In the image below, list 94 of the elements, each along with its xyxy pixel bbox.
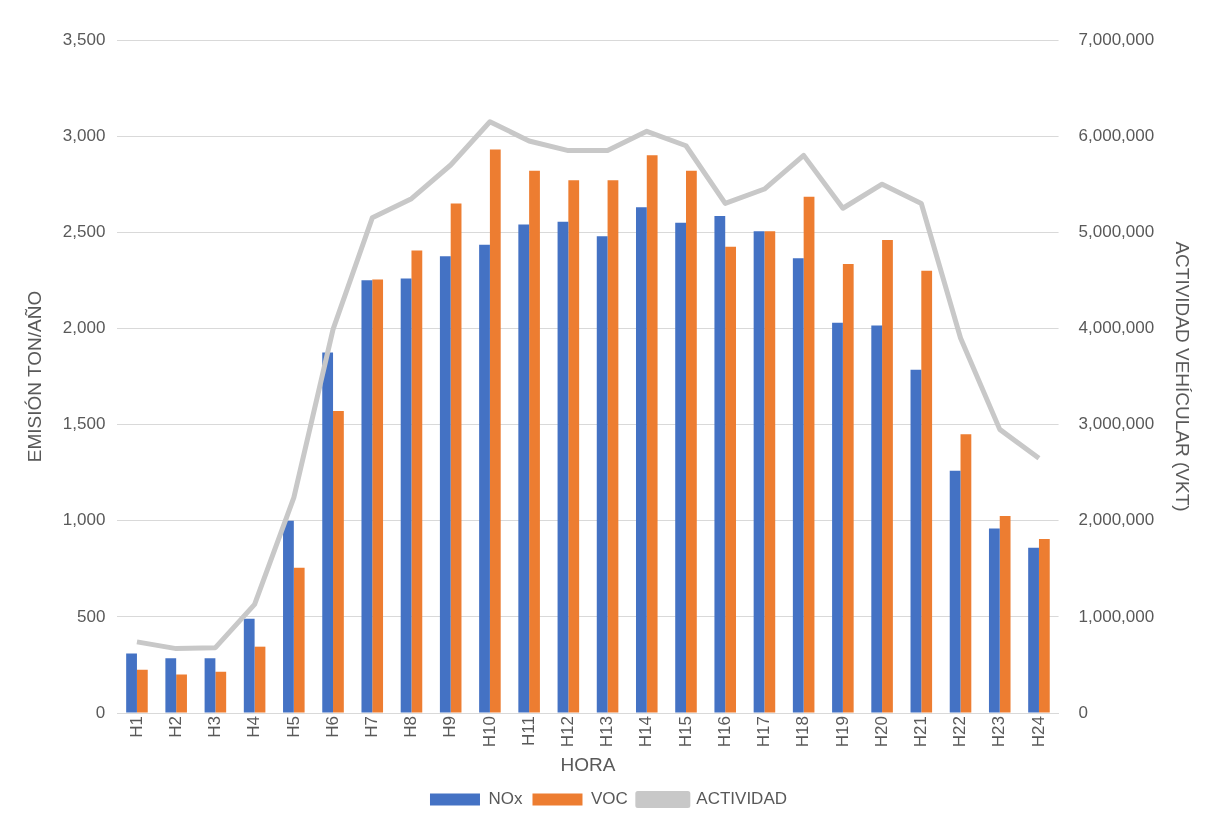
bar: [764, 231, 776, 713]
bar: [243, 618, 255, 713]
bar: [333, 411, 344, 713]
bar: [636, 207, 647, 713]
bar: [842, 264, 854, 713]
x-tick-label: H8: [401, 716, 421, 738]
x-tick-label: H21: [911, 716, 930, 748]
x-tick-label: H4: [244, 716, 264, 738]
bar: [176, 674, 187, 713]
bar: [439, 256, 451, 713]
x-tick-label: H2: [165, 716, 185, 738]
y-axis-title: EMISIÓN TON/AÑO: [23, 290, 45, 463]
bar: [832, 322, 843, 713]
bar: [910, 369, 922, 713]
x-tick-label: H7: [361, 716, 381, 738]
x-tick-label: H10: [479, 716, 499, 748]
bar: [960, 434, 972, 713]
bar: [607, 180, 619, 713]
x-tick-label: H6: [322, 716, 342, 738]
x-tick-label: H23: [989, 716, 1009, 748]
bar: [753, 231, 765, 713]
x-tick-label: H9: [440, 716, 460, 738]
y-tick-label: 500: [76, 606, 106, 626]
bar: [988, 528, 1000, 713]
y2-tick-label: 4,000,000: [1078, 318, 1155, 338]
bar: [725, 246, 736, 713]
x-tick-label: H22: [950, 716, 970, 748]
bar: [372, 279, 384, 713]
x-tick-label: H19: [832, 716, 852, 748]
x-tick-label: H5: [283, 716, 303, 738]
x-tick-label: H17: [754, 716, 774, 748]
bar: [1028, 547, 1039, 713]
bar: [165, 658, 177, 713]
bar: [136, 669, 148, 713]
bar: [283, 520, 294, 713]
bar: [254, 646, 266, 713]
y2-axis-title: ACTIVIDAD VEHÍCULAR (VKT): [1172, 241, 1194, 512]
bar: [450, 203, 462, 713]
bar: [529, 170, 540, 713]
bar: [675, 222, 686, 713]
bar: [518, 224, 530, 713]
bar: [215, 671, 227, 713]
bar: [126, 653, 137, 713]
bar: [803, 196, 815, 713]
legend-label: VOC: [590, 789, 628, 809]
bar: [361, 280, 373, 713]
y2-tick-label: 2,000,000: [1078, 510, 1155, 530]
bar: [714, 215, 726, 713]
x-tick-label: H18: [793, 716, 813, 748]
y2-tick-label: 1,000,000: [1078, 606, 1155, 626]
bar: [400, 278, 412, 713]
x-tick-label: H16: [714, 716, 734, 748]
y-tick-label: 1,500: [62, 414, 106, 434]
legend-label: ACTIVIDAD: [696, 789, 788, 809]
bar: [489, 149, 501, 713]
y-tick-label: 0: [95, 702, 106, 722]
y2-tick-label: 0: [1078, 702, 1089, 722]
x-tick-label: H11: [518, 716, 538, 746]
y2-tick-label: 7,000,000: [1078, 29, 1155, 49]
bar: [568, 180, 580, 713]
x-tick-label: H14: [636, 716, 656, 748]
bar: [204, 658, 216, 713]
x-tick-label: H24: [1028, 716, 1048, 748]
y2-tick-label: 3,000,000: [1078, 414, 1155, 434]
y-tick-label: 1,000: [62, 510, 106, 530]
bar: [411, 250, 423, 713]
bar: [871, 325, 883, 713]
y-tick-label: 2,500: [62, 221, 106, 241]
bar: [479, 244, 490, 713]
x-tick-label: H20: [871, 716, 891, 748]
bar: [557, 221, 569, 713]
x-tick-label: H3: [205, 716, 225, 738]
bar: [1038, 538, 1050, 713]
bar: [792, 258, 804, 713]
bar: [921, 270, 933, 713]
y-tick-label: 3,000: [62, 125, 106, 145]
y-tick-label: 2,000: [62, 318, 106, 338]
bar: [322, 352, 334, 713]
bar: [646, 155, 658, 713]
bar: [882, 239, 893, 713]
x-tick-label: H13: [597, 716, 617, 748]
x-tick-label: H12: [558, 716, 578, 748]
y-tick-label: 3,500: [62, 29, 106, 49]
x-axis-title: HORA: [560, 753, 616, 775]
bar: [999, 515, 1011, 713]
x-tick-label: H15: [675, 716, 695, 748]
y2-tick-label: 6,000,000: [1078, 125, 1155, 145]
bar: [686, 170, 697, 713]
bar: [596, 236, 608, 713]
x-tick-label: H1: [126, 716, 146, 738]
bar: [293, 567, 305, 713]
y2-tick-label: 5,000,000: [1078, 221, 1155, 241]
legend-label: NOx: [488, 789, 523, 809]
bar: [949, 470, 961, 713]
